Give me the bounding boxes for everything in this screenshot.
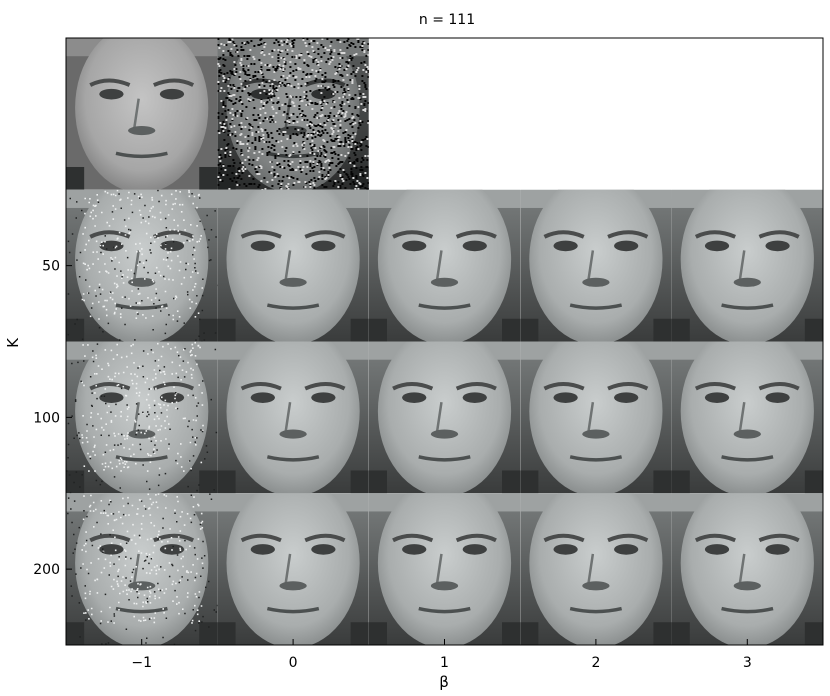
figure-title: n = 111 bbox=[419, 12, 475, 28]
y-axis-ticks: 50 100 200 bbox=[33, 259, 72, 578]
face-image bbox=[217, 38, 369, 190]
x-tick-label: 0 bbox=[289, 655, 298, 671]
face-image bbox=[520, 189, 672, 342]
x-tick-label: 1 bbox=[440, 655, 449, 671]
y-tick-label: 50 bbox=[42, 259, 60, 275]
face-image bbox=[520, 341, 672, 494]
x-axis-ticks: −1 0 1 2 3 bbox=[131, 639, 752, 671]
face-image bbox=[217, 493, 369, 645]
y-tick-label: 200 bbox=[33, 562, 60, 578]
face-image bbox=[217, 341, 369, 494]
image-grid bbox=[66, 38, 823, 645]
face-image bbox=[66, 493, 218, 645]
y-axis-label: K bbox=[4, 337, 22, 348]
x-tick-label: 3 bbox=[743, 655, 752, 671]
face-image bbox=[368, 189, 521, 342]
x-tick-label: 2 bbox=[591, 655, 600, 671]
face-image bbox=[671, 341, 823, 494]
face-image bbox=[671, 189, 823, 342]
face-image bbox=[66, 38, 218, 190]
face-image bbox=[368, 493, 521, 645]
y-tick-label: 100 bbox=[33, 410, 60, 426]
x-axis-label: β bbox=[439, 673, 449, 691]
face-image bbox=[217, 189, 369, 342]
face-image bbox=[66, 189, 218, 342]
face-image bbox=[671, 493, 823, 645]
face-image bbox=[520, 493, 672, 645]
x-tick-label: −1 bbox=[131, 655, 152, 671]
face-image bbox=[66, 341, 218, 494]
face-image bbox=[368, 341, 521, 494]
